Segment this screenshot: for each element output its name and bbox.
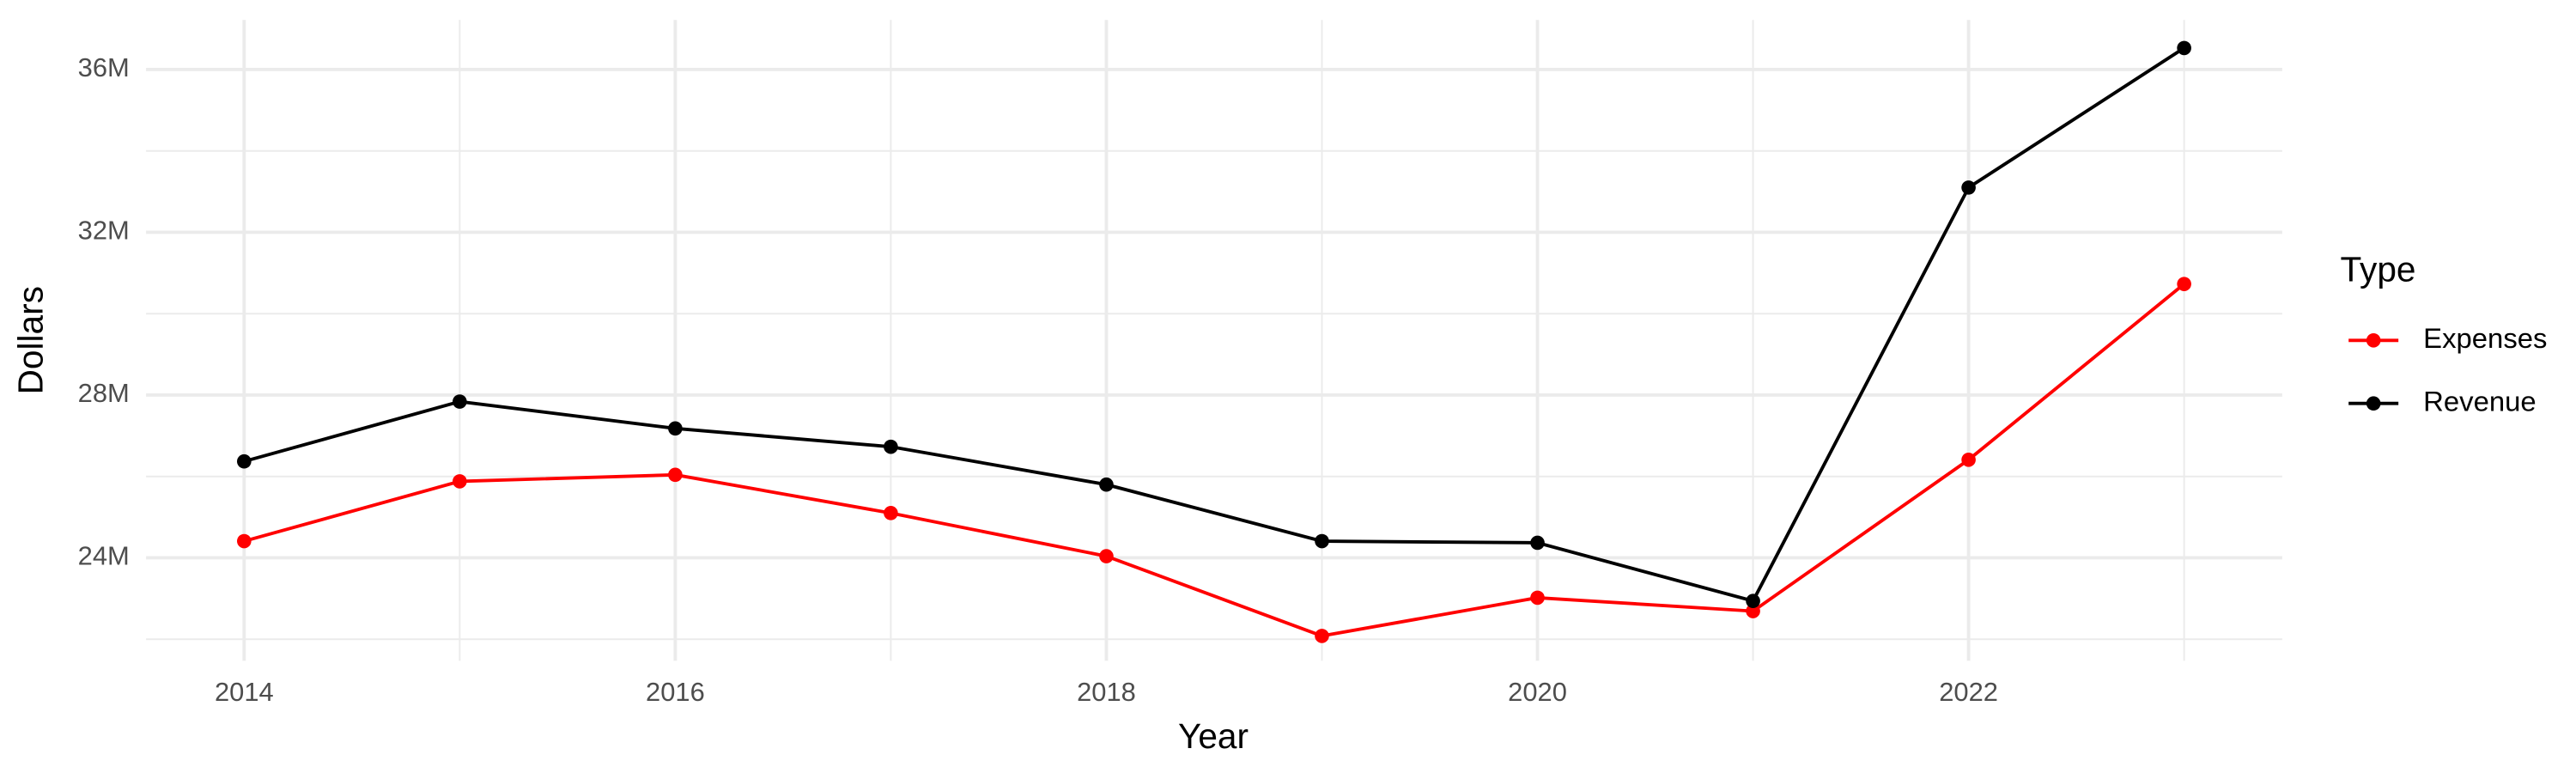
data-point — [1315, 533, 1329, 549]
data-point — [453, 474, 467, 489]
x-tick-label: 2020 — [1508, 677, 1567, 707]
grid — [146, 20, 2282, 661]
data-point — [668, 467, 683, 483]
data-point — [668, 421, 683, 436]
y-tick-label: 28M — [78, 378, 130, 408]
data-point — [2177, 40, 2191, 56]
data-point — [2177, 277, 2191, 291]
data-point — [1746, 593, 1760, 609]
y-tick-label: 24M — [78, 541, 130, 571]
series-line — [243, 46, 2185, 603]
legend-title: Type — [2341, 250, 2416, 289]
legend-key-point — [2366, 332, 2381, 348]
legend-label: Revenue — [2423, 385, 2537, 417]
series-line — [243, 283, 2185, 638]
data-point — [1099, 549, 1114, 563]
data-point — [1530, 590, 1545, 606]
data-point — [453, 394, 467, 409]
y-axis-title: Dollars — [10, 286, 50, 394]
data-point — [1530, 535, 1545, 551]
x-tick-label: 2022 — [1939, 677, 1998, 707]
x-tick-label: 2016 — [646, 677, 705, 707]
data-point — [884, 439, 898, 454]
data-point — [237, 533, 252, 549]
x-axis-title: Year — [1178, 716, 1249, 756]
data-point — [1961, 180, 1976, 195]
data-point — [1961, 452, 1976, 467]
y-tick-label: 32M — [78, 216, 130, 246]
legend-label: Expenses — [2423, 322, 2547, 354]
plot-area — [237, 40, 2191, 643]
y-tick-label: 36M — [78, 52, 130, 82]
data-point — [1099, 477, 1114, 492]
data-point — [1315, 629, 1329, 643]
x-tick-label: 2014 — [215, 677, 274, 707]
legend-key-point — [2366, 396, 2381, 411]
data-point — [237, 453, 252, 469]
data-point — [884, 506, 898, 520]
x-tick-label: 2018 — [1077, 677, 1136, 707]
data-point — [1746, 604, 1760, 618]
